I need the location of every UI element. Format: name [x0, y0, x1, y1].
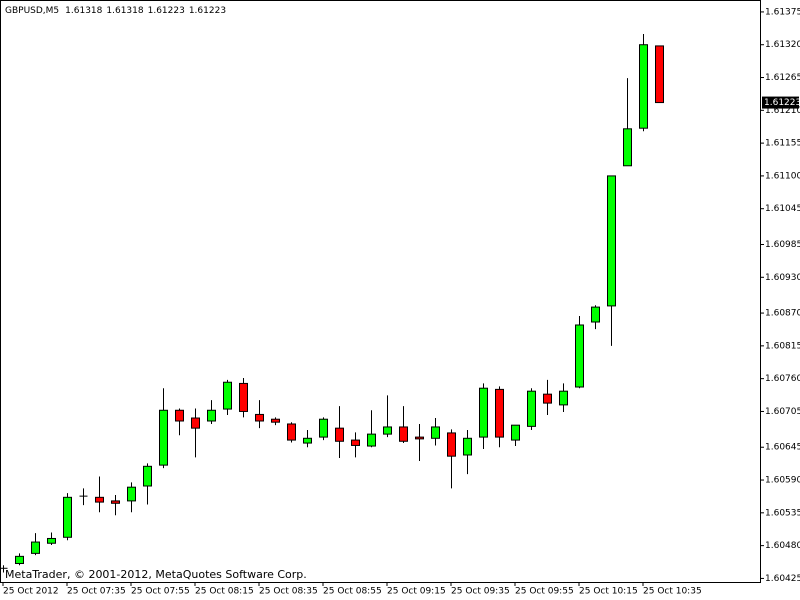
- candle-body: [319, 418, 328, 438]
- candle-body: [655, 45, 664, 104]
- x-tick-label: 25 Oct 08:35: [259, 587, 318, 597]
- candle-body: [495, 388, 504, 438]
- y-tick-label: 1.61320: [765, 40, 800, 50]
- x-tick-label: 25 Oct 10:35: [643, 587, 702, 597]
- candle-body: [511, 424, 520, 441]
- y-tick-label: 1.60705: [765, 407, 800, 417]
- candle-body: [31, 541, 40, 554]
- candle-body: [415, 436, 424, 440]
- candle-body: [15, 555, 24, 565]
- candle-body: [143, 465, 152, 487]
- candle-body: [95, 496, 104, 503]
- candle-body: [479, 387, 488, 438]
- y-tick-label: 1.60815: [765, 341, 800, 351]
- last-close: 1.61223: [189, 6, 226, 16]
- y-tick-label: 1.60590: [765, 476, 800, 486]
- x-tick-label: 25 Oct 07:55: [131, 587, 190, 597]
- y-tick-label: 1.61155: [765, 139, 800, 149]
- x-tick-label: 25 Oct 09:35: [451, 587, 510, 597]
- y-tick-label: 1.60645: [765, 443, 800, 453]
- last-high: 1.61318: [106, 6, 143, 16]
- candle-body: [111, 500, 120, 504]
- y-tick-label: 1.61210: [765, 106, 800, 116]
- candle-body: [639, 44, 648, 129]
- candle-body: [207, 409, 216, 422]
- candle-body: [623, 128, 632, 167]
- candle-body: [127, 486, 136, 502]
- y-tick-label: 1.60535: [765, 508, 800, 518]
- candle-body: [351, 439, 360, 446]
- candle-body: [607, 175, 616, 307]
- y-tick-label: 1.61100: [765, 171, 800, 181]
- symbol: GBPUSD,M5: [5, 6, 59, 16]
- candle-body: [159, 409, 168, 466]
- candle-body: [287, 423, 296, 441]
- x-tick-label: 25 Oct 08:15: [195, 587, 254, 597]
- candle-body: [527, 390, 536, 427]
- candle-body: [47, 537, 56, 544]
- candle-body: [591, 306, 600, 323]
- y-tick-label: 1.60760: [765, 374, 800, 384]
- x-tick-label: 25 Oct 08:55: [323, 587, 382, 597]
- candle-body: [303, 437, 312, 444]
- candle-body: [239, 382, 248, 412]
- candle-body: [191, 417, 200, 429]
- x-tick-label: 25 Oct 07:35: [67, 587, 126, 597]
- candle-body: [463, 437, 472, 456]
- candle-body: [559, 390, 568, 406]
- y-tick-label: 1.60870: [765, 309, 800, 319]
- candle-body: [255, 413, 264, 422]
- y-tick-label: 1.61045: [765, 204, 800, 214]
- candle-body: [447, 432, 456, 457]
- last-low: 1.61223: [148, 6, 185, 16]
- x-tick-label: 25 Oct 2012: [3, 587, 59, 597]
- x-tick-label: 25 Oct 10:15: [579, 587, 638, 597]
- candle-body: [431, 426, 440, 439]
- candle-body: [271, 418, 280, 423]
- candle-body: [367, 433, 376, 447]
- x-tick-label: 25 Oct 09:55: [515, 587, 574, 597]
- y-tick-label: 1.61265: [765, 73, 800, 83]
- y-tick-label: 1.60985: [765, 240, 800, 250]
- x-tick-label: 25 Oct 09:15: [387, 587, 446, 597]
- y-tick-label: 1.60480: [765, 541, 800, 551]
- last-open: 1.61318: [65, 6, 102, 16]
- price-tag-label: 1.61223: [764, 98, 800, 108]
- candle-body: [175, 409, 184, 422]
- y-tick-label: 1.60930: [765, 273, 800, 283]
- plot-frame: [0, 0, 761, 583]
- y-tick-label: 1.60425: [765, 574, 800, 584]
- watermark: MetaTrader, © 2001-2012, MetaQuotes Soft…: [5, 568, 307, 581]
- candle-body: [383, 426, 392, 435]
- candle-body: [63, 496, 72, 538]
- price-tag: [762, 96, 799, 109]
- candle-body: [543, 393, 552, 404]
- candle-body: [399, 426, 408, 442]
- chart-title: GBPUSD,M5 1.61318 1.61318 1.61223 1.61223: [5, 6, 226, 16]
- candle-body: [335, 427, 344, 442]
- candle-body: [575, 324, 584, 388]
- y-tick-label: 1.61375: [765, 7, 800, 17]
- candle-body: [223, 381, 232, 410]
